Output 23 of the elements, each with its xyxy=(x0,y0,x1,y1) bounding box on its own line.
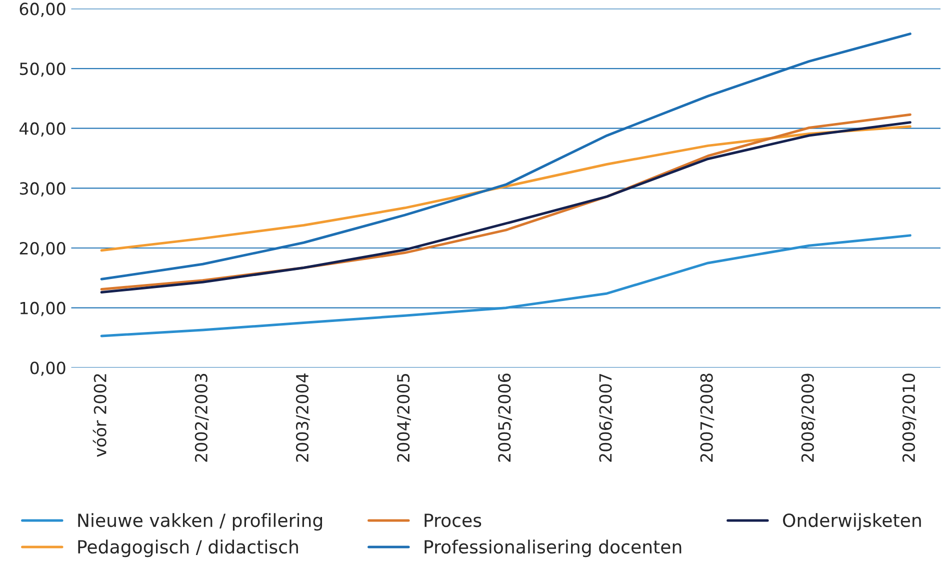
y-tick-label: 10,00 xyxy=(20,302,66,316)
y-tick-label: 40,00 xyxy=(19,122,66,137)
x-tick-label: 2008/2009 xyxy=(801,374,816,462)
line-series xyxy=(100,32,912,280)
x-tick-label: 2007/2008 xyxy=(700,374,714,462)
y-tick-label: 20,00 xyxy=(20,242,66,256)
y-tick-label: 50,00 xyxy=(20,62,66,77)
x-tick-label: 2009/2010 xyxy=(902,374,916,462)
y-tick-label: 0,00 xyxy=(30,362,66,376)
y-tick-label: 30,00 xyxy=(20,182,66,196)
legend-label: Nieuwe vakken / profilering xyxy=(78,513,322,531)
x-tick-label: vóór 2002 xyxy=(92,374,106,457)
x-tick-label: 2006/2007 xyxy=(599,374,614,462)
y-tick-label: 60,00 xyxy=(20,2,66,17)
x-tick-label: 2003/2004 xyxy=(296,373,310,462)
x-tick-label: 2004/2005 xyxy=(397,374,411,462)
legend-label: Pedagogisch / didactisch xyxy=(78,540,298,558)
legend-label: Onderwijsketen xyxy=(783,513,921,531)
legend-label: Proces xyxy=(424,514,482,528)
x-tick-label: 2002/2003 xyxy=(194,374,209,462)
line-series xyxy=(100,234,912,338)
legend-label: Professionalisering docenten xyxy=(424,540,682,558)
x-tick-label: 2005/2006 xyxy=(498,374,512,462)
